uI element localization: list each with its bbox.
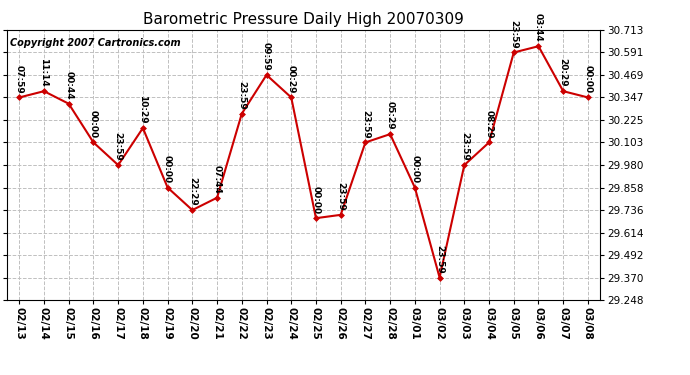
Text: 11:14: 11:14 <box>39 58 48 87</box>
Text: 09:59: 09:59 <box>262 42 271 71</box>
Text: 00:29: 00:29 <box>287 65 296 93</box>
Text: 23:59: 23:59 <box>509 20 518 48</box>
Text: 23:59: 23:59 <box>237 81 246 110</box>
Text: 10:29: 10:29 <box>139 95 148 124</box>
Text: 00:00: 00:00 <box>311 186 320 214</box>
Text: 23:59: 23:59 <box>336 182 345 211</box>
Text: Copyright 2007 Cartronics.com: Copyright 2007 Cartronics.com <box>10 38 181 48</box>
Text: 22:29: 22:29 <box>188 177 197 206</box>
Text: 00:00: 00:00 <box>89 110 98 138</box>
Text: 05:29: 05:29 <box>386 101 395 130</box>
Text: 08:29: 08:29 <box>484 110 493 138</box>
Text: 23:59: 23:59 <box>460 132 469 161</box>
Text: 03:44: 03:44 <box>534 13 543 42</box>
Text: 00:44: 00:44 <box>64 71 73 99</box>
Text: 07:44: 07:44 <box>213 165 221 194</box>
Text: 00:00: 00:00 <box>411 155 420 183</box>
Text: 23:59: 23:59 <box>114 132 123 161</box>
Title: Barometric Pressure Daily High 20070309: Barometric Pressure Daily High 20070309 <box>143 12 464 27</box>
Text: 20:29: 20:29 <box>559 58 568 87</box>
Text: 00:00: 00:00 <box>584 65 593 93</box>
Text: 00:00: 00:00 <box>163 155 172 183</box>
Text: 07:59: 07:59 <box>14 64 23 93</box>
Text: 23:59: 23:59 <box>361 110 370 138</box>
Text: 23:59: 23:59 <box>435 244 444 273</box>
